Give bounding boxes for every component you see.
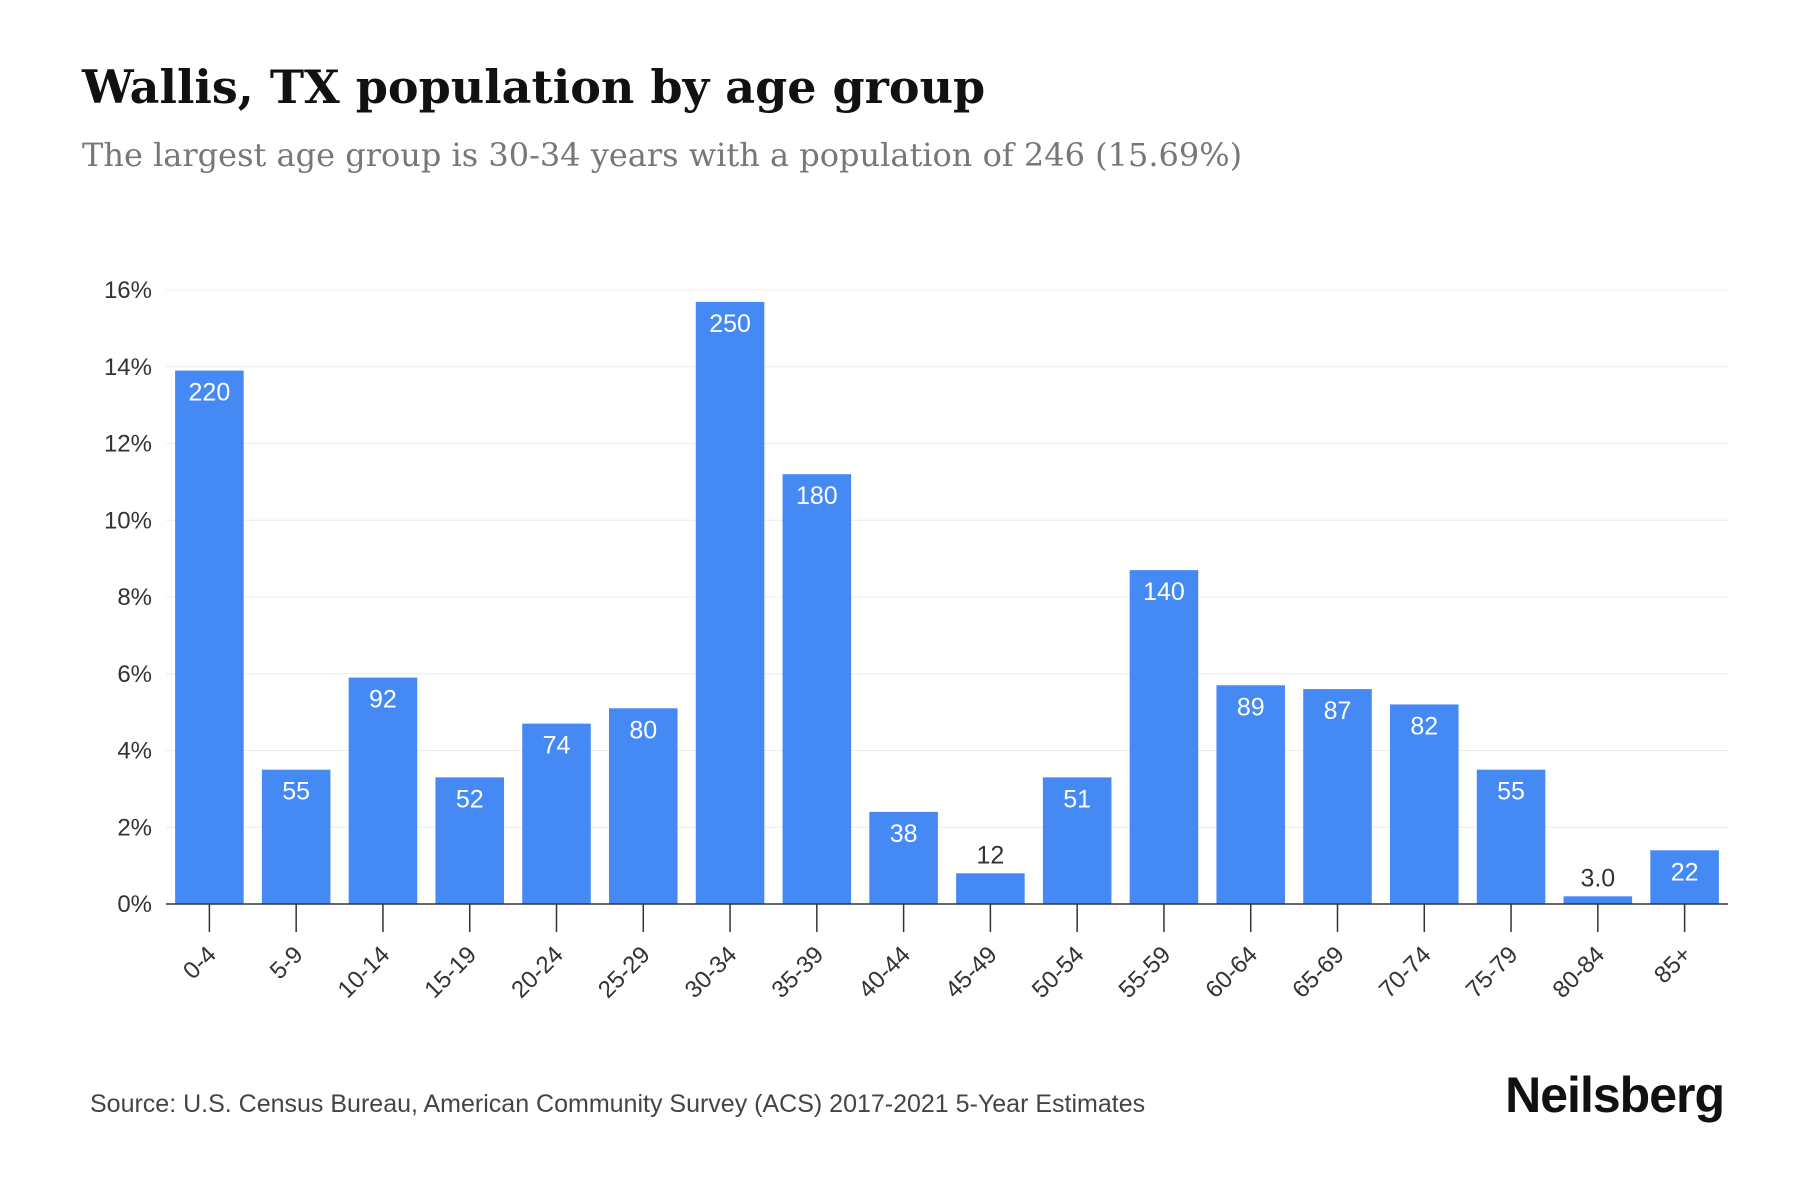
x-tick-label: 10-14 [333,941,396,1004]
data-label: 3.0 [1580,864,1615,892]
data-label: 87 [1324,697,1352,725]
data-label: 52 [456,785,484,813]
data-label: 140 [1143,578,1185,606]
y-tick-label: 4% [117,738,152,765]
x-tick-label: 45-49 [940,941,1003,1004]
data-label: 89 [1237,693,1265,721]
brand-logo: Neilsberg [1505,1067,1725,1123]
y-tick-label: 16% [104,277,152,304]
chart-title: Wallis, TX population by age group [82,60,986,114]
x-tick-label: 20-24 [506,941,569,1004]
x-tick-label: 30-34 [680,941,743,1004]
bar [1476,769,1546,904]
x-tick-label: 80-84 [1548,941,1611,1004]
data-label: 55 [1497,778,1525,806]
bar [1216,685,1285,904]
bar [1390,704,1459,904]
data-label: 92 [369,686,397,714]
bar-chart: 0% 2% 4% 6% 8% 10% 12% 14% 16% 220 55 92 52 74 80 250 1… [104,277,1728,1004]
x-tick-label: 0-4 [178,941,222,985]
data-label: 180 [796,482,838,510]
data-label: 51 [1063,785,1091,813]
data-label: 220 [189,379,231,407]
y-tick-label: 12% [104,431,152,458]
bar [609,708,678,904]
bar [695,301,765,904]
chart-subtitle: The largest age group is 30-34 years wit… [82,136,1243,174]
x-tick-label: 60-64 [1200,941,1263,1004]
data-label: 55 [282,778,310,806]
x-tick-label: 65-69 [1287,941,1350,1004]
y-tick-label: 10% [104,507,152,534]
data-label: 80 [629,716,657,744]
y-tick-label: 0% [117,891,152,918]
x-tick-label: 25-29 [593,941,656,1004]
y-tick-label: 6% [117,661,152,688]
x-tick-label: 5-9 [265,941,309,985]
x-tick-label: 55-59 [1114,941,1177,1004]
bar [261,769,331,904]
grid-lines [166,289,1728,828]
data-label: 22 [1671,858,1699,886]
bar [782,474,852,904]
x-tick-label: 85+ [1649,941,1697,989]
data-label: 82 [1410,712,1438,740]
x-axis: 0-4 5-9 10-14 15-19 20-24 25-29 30-34 35-39 40-4… [166,903,1728,1004]
x-tick-label: 75-79 [1461,941,1524,1004]
x-tick-label: 50-54 [1027,941,1090,1004]
x-tick-label: 70-74 [1374,941,1437,1004]
y-tick-label: 14% [104,354,152,381]
bar [1563,896,1633,904]
x-tick-label: 15-19 [419,941,482,1004]
data-label: 12 [976,841,1004,869]
x-tick-label: 35-39 [767,941,830,1004]
source-note: Source: U.S. Census Bureau, American Com… [90,1090,1146,1118]
bar [869,811,938,904]
bars: 220 55 92 52 74 80 250 180 38 12 51 140 89 87 82 55 3.0 2… [175,301,1719,904]
data-label: 38 [890,820,918,848]
y-tick-label: 8% [117,584,152,611]
bar [1129,570,1199,904]
y-axis-labels: 0% 2% 4% 6% 8% 10% 12% 14% 16% [104,277,152,918]
data-label: 74 [543,732,571,760]
bar [1303,689,1372,904]
bar [1042,777,1112,904]
bar [1650,850,1719,904]
bar [956,873,1025,904]
y-tick-label: 2% [117,814,152,841]
bar [348,677,418,904]
data-label: 250 [709,310,751,338]
x-tick-label: 40-44 [853,941,916,1004]
bar [435,777,504,904]
bar [522,723,591,904]
bar [175,370,244,904]
